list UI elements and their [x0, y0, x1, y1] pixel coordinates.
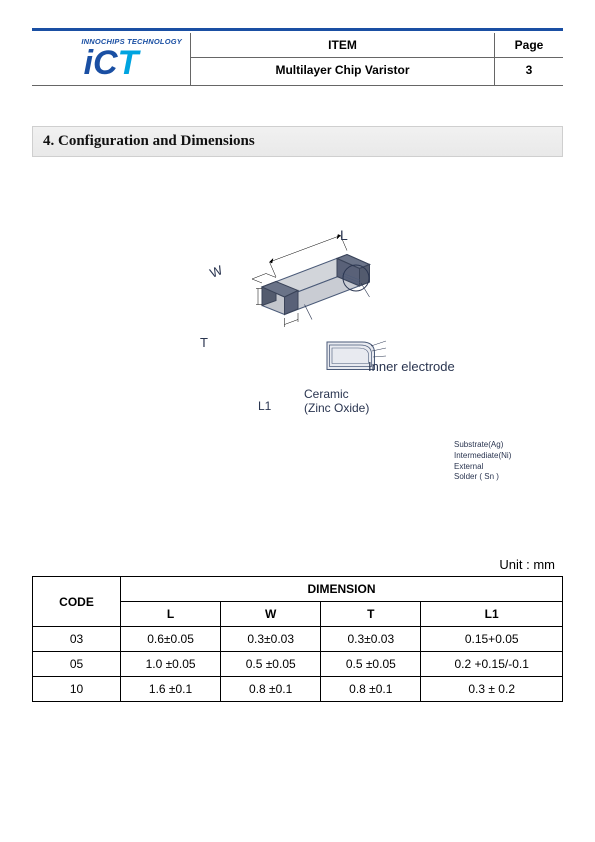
- logo-cell: INNOCHIPS TECHNOLOGY i C T: [32, 33, 190, 85]
- th-T: T: [321, 602, 421, 627]
- cell: 0.6±0.05: [121, 627, 221, 652]
- dim-label-L: L: [340, 227, 348, 243]
- th-L: L: [121, 602, 221, 627]
- label-inner-electrode: Inner electrode: [368, 359, 455, 374]
- th-code: CODE: [33, 577, 121, 627]
- item-heading: ITEM: [191, 33, 494, 57]
- dim-label-L1: L1: [258, 399, 271, 413]
- header-mid: ITEM Multilayer Chip Varistor: [190, 33, 495, 85]
- cell: 0.8 ±0.1: [221, 677, 321, 702]
- table-row: 03 0.6±0.05 0.3±0.03 0.3±0.03 0.15+0.05: [33, 627, 563, 652]
- cell: 0.15+0.05: [421, 627, 563, 652]
- header-row: INNOCHIPS TECHNOLOGY i C T ITEM Multilay…: [32, 33, 563, 86]
- chip-diagram: [182, 227, 442, 407]
- top-rule: [32, 28, 563, 31]
- cell-code: 03: [33, 627, 121, 652]
- th-L1: L1: [421, 602, 563, 627]
- table-row: 05 1.0 ±0.05 0.5 ±0.05 0.5 ±0.05 0.2 +0.…: [33, 652, 563, 677]
- label-intermediate: Intermediate(Ni): [454, 451, 511, 460]
- th-W: W: [221, 602, 321, 627]
- page-heading: Page: [495, 33, 563, 57]
- item-value: Multilayer Chip Varistor: [191, 57, 494, 82]
- cell-code: 05: [33, 652, 121, 677]
- cell: 0.2 +0.15/-0.1: [421, 652, 563, 677]
- section-title: 4. Configuration and Dimensions: [32, 126, 563, 157]
- table-header-row: CODE DIMENSION: [33, 577, 563, 602]
- page-number: 3: [495, 57, 563, 82]
- logo: i C T: [84, 44, 139, 83]
- label-solder: Solder ( Sn ): [454, 472, 499, 481]
- cell: 0.5 ±0.05: [221, 652, 321, 677]
- logo-letter-c: C: [93, 44, 118, 83]
- header-right: Page 3: [495, 33, 563, 85]
- cell: 0.5 ±0.05: [321, 652, 421, 677]
- unit-label: Unit : mm: [32, 557, 563, 572]
- logo-letter-t: T: [118, 44, 139, 83]
- label-ceramic1: Ceramic: [304, 387, 349, 401]
- dimension-table: CODE DIMENSION L W T L1 03 0.6±0.05 0.3±…: [32, 576, 563, 702]
- label-external: External: [454, 462, 483, 471]
- label-substrate: Substrate(Ag): [454, 440, 503, 449]
- label-ceramic2: (Zinc Oxide): [304, 401, 369, 415]
- cell: 0.3±0.03: [321, 627, 421, 652]
- table-row: 10 1.6 ±0.1 0.8 ±0.1 0.8 ±0.1 0.3 ± 0.2: [33, 677, 563, 702]
- cell: 0.3 ± 0.2: [421, 677, 563, 702]
- dim-label-T: T: [200, 335, 208, 350]
- logo-letter-i: i: [84, 44, 93, 83]
- th-dimension: DIMENSION: [121, 577, 563, 602]
- cell-code: 10: [33, 677, 121, 702]
- cell: 0.8 ±0.1: [321, 677, 421, 702]
- cell: 1.6 ±0.1: [121, 677, 221, 702]
- cell: 1.0 ±0.05: [121, 652, 221, 677]
- diagram-area: L W T L1 Ceramic (Zinc Oxide) Inner elec…: [32, 187, 563, 547]
- cell: 0.3±0.03: [221, 627, 321, 652]
